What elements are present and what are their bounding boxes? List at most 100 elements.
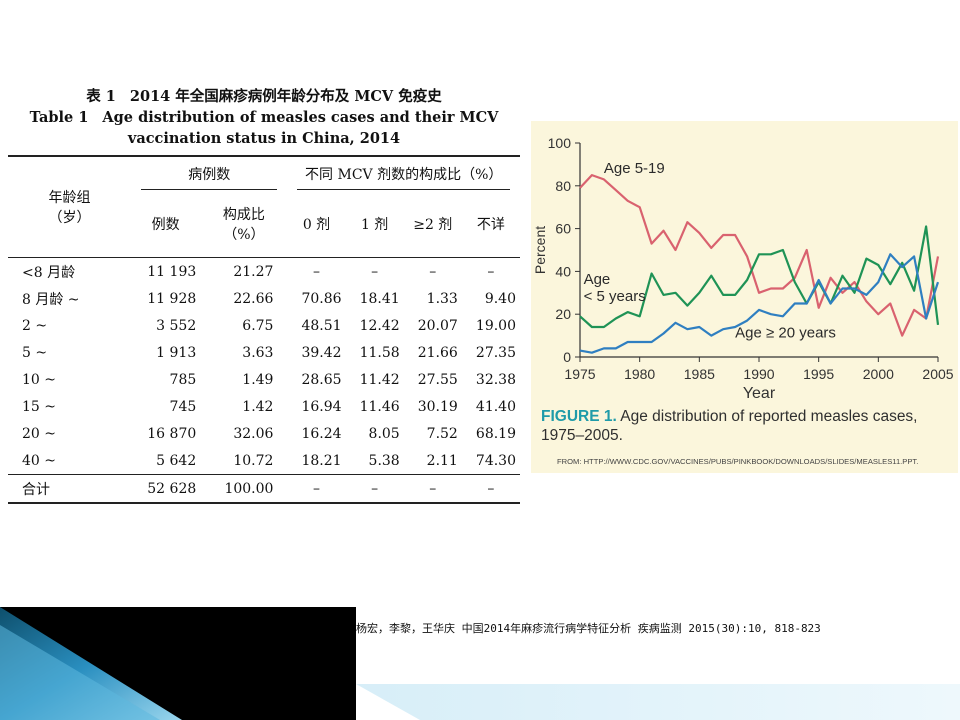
table-title-cn: 表 1 2014 年全国麻疹病例年龄分布及 MCV 免疫史 (8, 86, 520, 107)
table-row: 15 ~ 745 1.42 16.94 11.46 30.19 41.40 (8, 393, 520, 420)
table-title-cn-text: 2014 年全国麻疹病例年龄分布及 MCV 免疫史 (129, 88, 442, 105)
header-percent-text: 构成比 （%） (222, 207, 265, 243)
age-cell: 40 ~ (8, 447, 131, 475)
dose0-cell: – (313, 263, 321, 280)
percent-cell: 1.49 (242, 371, 274, 388)
figure-caption-text: Age distribution of reported measles cas… (541, 408, 918, 444)
dose0-cell: 18.21 (287, 447, 346, 475)
table-row: 2 ~ 3 552 6.75 48.51 12.42 20.07 19.00 (8, 312, 520, 339)
citation-text: 杨宏，李黎，王华庆 中国2014年麻疹流行病学特征分析 疾病监测 2015(30… (356, 622, 821, 635)
dose2-cell: – (429, 263, 437, 280)
header-dose2: ≥2 剂 (403, 191, 462, 258)
x-tick-label: 2005 (922, 366, 953, 382)
header-cases-group: 病例数 (130, 155, 288, 191)
table-row: 10 ~ 785 1.49 28.65 11.42 27.55 32.38 (8, 366, 520, 393)
dose0-cell: 28.65 (301, 371, 342, 388)
percent-cell: 10.72 (200, 447, 288, 475)
dose1-cell: 11.42 (359, 371, 400, 388)
dose2-cell: 20.07 (417, 317, 458, 334)
dose2-cell: – (403, 474, 462, 504)
table-number-cn: 表 1 (86, 88, 116, 105)
count-cell: 11 193 (147, 263, 197, 280)
x-tick-label: 2000 (863, 366, 894, 382)
header-dose0: 0 剂 (287, 191, 346, 258)
table-title-en-line2: vaccination status in China, 2014 (127, 130, 401, 147)
percent-cell: 6.75 (242, 317, 274, 334)
age-cell: 2 ~ (22, 317, 48, 334)
unknown-cell: 27.35 (475, 344, 516, 361)
dose1-cell: 18.41 (359, 290, 400, 307)
dose1-cell: – (371, 263, 379, 280)
table-row: <8 月龄 11 193 21.27 – – – – (8, 258, 520, 286)
count-cell: 745 (169, 398, 197, 415)
table-row: 20 ~ 16 870 32.06 16.24 8.05 7.52 68.19 (8, 420, 520, 447)
count-cell: 5 642 (130, 447, 201, 475)
series-label-age-20-plus: Age ≥ 20 years (735, 325, 836, 342)
dose0-cell: 16.24 (301, 425, 342, 442)
x-tick-label: 1980 (624, 366, 655, 382)
dose2-cell: 30.19 (417, 398, 458, 415)
y-tick-label: 80 (555, 178, 571, 194)
y-tick-label: 40 (555, 263, 571, 279)
count-cell: 16 870 (147, 425, 197, 442)
dose1-cell: 8.05 (368, 425, 400, 442)
dose1-cell: – (345, 474, 404, 504)
age-distribution-table: 年龄组 （岁） 病例数 不同 MCV 剂数的构成比（%） 例数 构成比 （%） 0 … (8, 155, 520, 504)
age-cell: 5 ~ (22, 344, 48, 361)
table-row: 40 ~5 642 10.72 18.21 5.38 2.11 74.30 (8, 447, 520, 475)
age-cell: 10 ~ (22, 371, 56, 388)
header-mcv-group: 不同 MCV 剂数的构成比（%） (287, 155, 520, 191)
percent-cell: 21.27 (233, 263, 274, 280)
unknown-cell: 74.30 (461, 447, 520, 475)
header-age-group-text: 年龄组 （岁） (48, 190, 91, 226)
header-age-group: 年龄组 （岁） (8, 155, 131, 258)
dose0-cell: 39.42 (301, 344, 342, 361)
count-cell: 785 (169, 371, 197, 388)
age-cell: 15 ~ (22, 398, 56, 415)
age-cell: 8 月龄 ~ (22, 291, 80, 308)
table-title-en-line1: Age distribution of measles cases and th… (102, 109, 499, 126)
dose1-cell: 12.42 (359, 317, 400, 334)
figure-source: FROM: HTTP://WWW.CDC.GOV/VACCINES/PUBS/P… (557, 457, 919, 466)
table-row: 8 月龄 ~ 11 928 22.66 70.86 18.41 1.33 9.40 (8, 285, 520, 312)
percent-cell: 22.66 (233, 290, 274, 307)
unknown-cell: 32.38 (475, 371, 516, 388)
header-unknown: 不详 (461, 191, 520, 258)
series-label-age-5-19: Age 5-19 (604, 160, 665, 177)
age-cell: 合计 (8, 474, 131, 504)
dose0-cell: – (287, 474, 346, 504)
x-axis-label: Year (743, 385, 776, 402)
series-line-age-under-5 (579, 225, 940, 329)
percent-cell: 3.63 (242, 344, 274, 361)
dose1-cell: 11.46 (359, 398, 400, 415)
percent-cell: 100.00 (200, 474, 288, 504)
measles-chart-panel: 0 20 40 60 80 100 1975 1980 1985 1990 1995 2000 2005… (531, 121, 958, 473)
y-tick-label: 20 (555, 306, 571, 322)
table-number-en: Table 1 (29, 109, 89, 126)
y-tick-label: 0 (563, 349, 571, 365)
header-percent: 构成比 （%） (200, 191, 288, 258)
figure-caption: FIGURE 1. Age distribution of reported m… (541, 407, 951, 445)
table-total-row: 合计 52 628 100.00– – – – (8, 474, 520, 504)
dose2-cell: 2.11 (403, 447, 462, 475)
dose0-cell: 48.51 (301, 317, 342, 334)
x-tick-label: 1995 (803, 366, 834, 382)
header-count: 例数 (130, 191, 201, 258)
table-row: 5 ~ 1 913 3.63 39.42 11.58 21.66 27.35 (8, 339, 520, 366)
dose2-cell: 7.52 (426, 425, 458, 442)
count-cell: 52 628 (130, 474, 201, 504)
measles-age-table-section: 表 1 2014 年全国麻疹病例年龄分布及 MCV 免疫史 Table 1 Age … (8, 86, 520, 504)
table-title-en: Table 1 Age distribution of measles cases… (8, 107, 520, 128)
age-cell: 20 ~ (22, 425, 56, 442)
series-line-age-20-plus (579, 253, 940, 354)
percent-cell: 32.06 (233, 425, 274, 442)
dose1-cell: 5.38 (345, 447, 404, 475)
x-tick-label: 1975 (564, 366, 595, 382)
dose2-cell: 27.55 (417, 371, 458, 388)
dose0-cell: 16.94 (301, 398, 342, 415)
unknown-cell: 41.40 (475, 398, 516, 415)
dose2-cell: 21.66 (417, 344, 458, 361)
y-tick-label: 100 (548, 135, 572, 151)
age-distribution-line-chart: 0 20 40 60 80 100 1975 1980 1985 1990 1995 2000 2005… (532, 135, 954, 402)
blue-swoosh-accent (0, 625, 160, 720)
